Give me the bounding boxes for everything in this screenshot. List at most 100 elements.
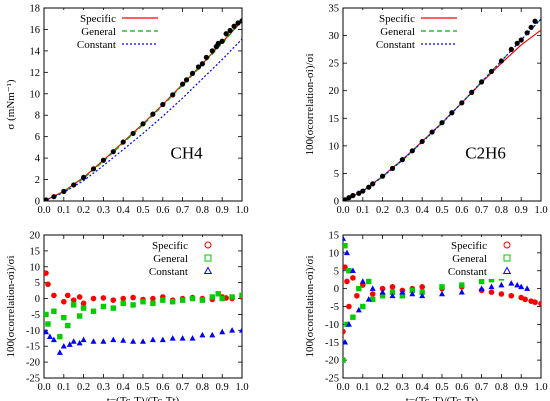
- data-point-constant: [343, 339, 348, 345]
- data-point: [81, 174, 87, 181]
- x-tick-label: 1.0: [235, 382, 248, 393]
- data-point-general: [419, 289, 425, 295]
- y-tick-label: 30: [329, 31, 340, 42]
- y-tick-label: -5: [31, 310, 40, 321]
- x-tick-label: 0.5: [435, 382, 448, 393]
- data-point-general: [120, 300, 126, 307]
- data-point: [219, 38, 225, 44]
- x-axis-label: t=(Tc-T)/(Tc-Tt): [406, 395, 479, 401]
- x-tick-label: 0.3: [396, 382, 409, 393]
- data-point-specific: [344, 278, 350, 285]
- data-point-general: [459, 282, 465, 288]
- data-point-constant: [56, 349, 63, 355]
- y-tick-label: 18: [30, 4, 41, 15]
- data-point: [479, 79, 485, 85]
- data-point-general: [57, 333, 63, 340]
- data-point: [514, 40, 520, 46]
- data-point: [110, 149, 116, 155]
- data-point-constant: [179, 335, 186, 341]
- y-tick-label: -25: [325, 374, 339, 385]
- data-point-general: [179, 297, 186, 303]
- data-point-general: [366, 278, 372, 285]
- x-tick-label: 1.0: [534, 382, 547, 393]
- data-point-general: [346, 268, 352, 274]
- data-point-constant: [80, 336, 87, 343]
- data-point-general: [229, 294, 235, 300]
- data-point: [498, 58, 504, 64]
- y-tick-label: 5: [334, 169, 339, 180]
- data-point: [44, 197, 49, 201]
- x-tick-label: 0.0: [37, 382, 50, 393]
- data-point: [370, 181, 376, 187]
- y-tick-label: 10: [30, 262, 41, 273]
- data-point-specific: [110, 297, 117, 303]
- data-point: [389, 165, 396, 172]
- x-tick-label: 0.2: [77, 205, 90, 216]
- x-tick-label: 0.1: [57, 205, 70, 216]
- data-point-specific: [64, 292, 71, 299]
- data-point: [360, 188, 366, 194]
- data-point-general: [379, 293, 386, 299]
- data-point-specific: [70, 297, 77, 303]
- x-tick-label: 0.4: [416, 382, 430, 393]
- data-point-general: [389, 289, 396, 295]
- y-tick-label: 5: [35, 278, 40, 289]
- data-point-constant: [343, 235, 346, 241]
- data-point-constant: [189, 335, 196, 341]
- data-point-constant: [44, 328, 49, 335]
- data-point-constant: [60, 343, 67, 349]
- data-point-specific: [538, 300, 541, 307]
- x-tick-label: 1.0: [534, 205, 547, 216]
- x-tick-label: 0.4: [416, 205, 430, 216]
- data-point-constant: [343, 249, 350, 256]
- data-point-constant: [349, 267, 356, 274]
- data-point-general: [160, 297, 166, 303]
- data-point-specific: [488, 289, 495, 296]
- data-point-constant: [389, 292, 396, 299]
- data-point-general: [130, 302, 136, 308]
- y-tick-label: -5: [330, 302, 339, 313]
- data-point: [532, 18, 538, 24]
- data-point: [100, 157, 106, 163]
- legend-label: General: [81, 26, 116, 38]
- data-point: [90, 166, 97, 172]
- data-point-constant: [66, 341, 73, 347]
- data-point-general: [209, 294, 215, 300]
- x-tick-label: 0.1: [356, 382, 369, 393]
- data-point-specific: [354, 292, 360, 299]
- data-point: [235, 20, 241, 26]
- data-point-general: [219, 295, 225, 302]
- x-tick-label: 0.0: [336, 205, 349, 216]
- data-point-constant: [50, 336, 57, 343]
- y-tick-label: -15: [325, 338, 339, 349]
- legend-label: General: [452, 253, 487, 265]
- data-point-specific: [498, 291, 505, 297]
- x-tick-label: 0.7: [475, 382, 488, 393]
- data-point: [51, 194, 57, 200]
- data-point-constant: [514, 281, 521, 288]
- data-point-general: [343, 243, 348, 249]
- data-point-specific: [51, 292, 57, 299]
- data-point-general: [409, 287, 415, 294]
- data-point-constant: [120, 337, 127, 343]
- data-point: [203, 54, 209, 60]
- legend-label: Specific: [80, 13, 116, 25]
- data-point-constant: [399, 289, 406, 295]
- x-tick-label: 0.2: [376, 205, 389, 216]
- data-point-general: [100, 303, 107, 310]
- data-point-specific: [419, 284, 426, 290]
- legend-label: Specific: [152, 240, 188, 252]
- y-tick-label: 10: [329, 248, 340, 259]
- data-point: [140, 121, 146, 127]
- x-tick-label: 0.5: [136, 205, 149, 216]
- data-point-specific: [150, 295, 156, 302]
- data-point-constant: [439, 290, 445, 297]
- data-point-constant: [70, 338, 77, 344]
- data-point-general: [399, 293, 406, 299]
- x-tick-label: 0.6: [455, 205, 468, 216]
- data-point-constant: [355, 306, 362, 313]
- data-point-general: [189, 295, 196, 302]
- data-point: [350, 192, 356, 199]
- data-point-general: [350, 314, 356, 320]
